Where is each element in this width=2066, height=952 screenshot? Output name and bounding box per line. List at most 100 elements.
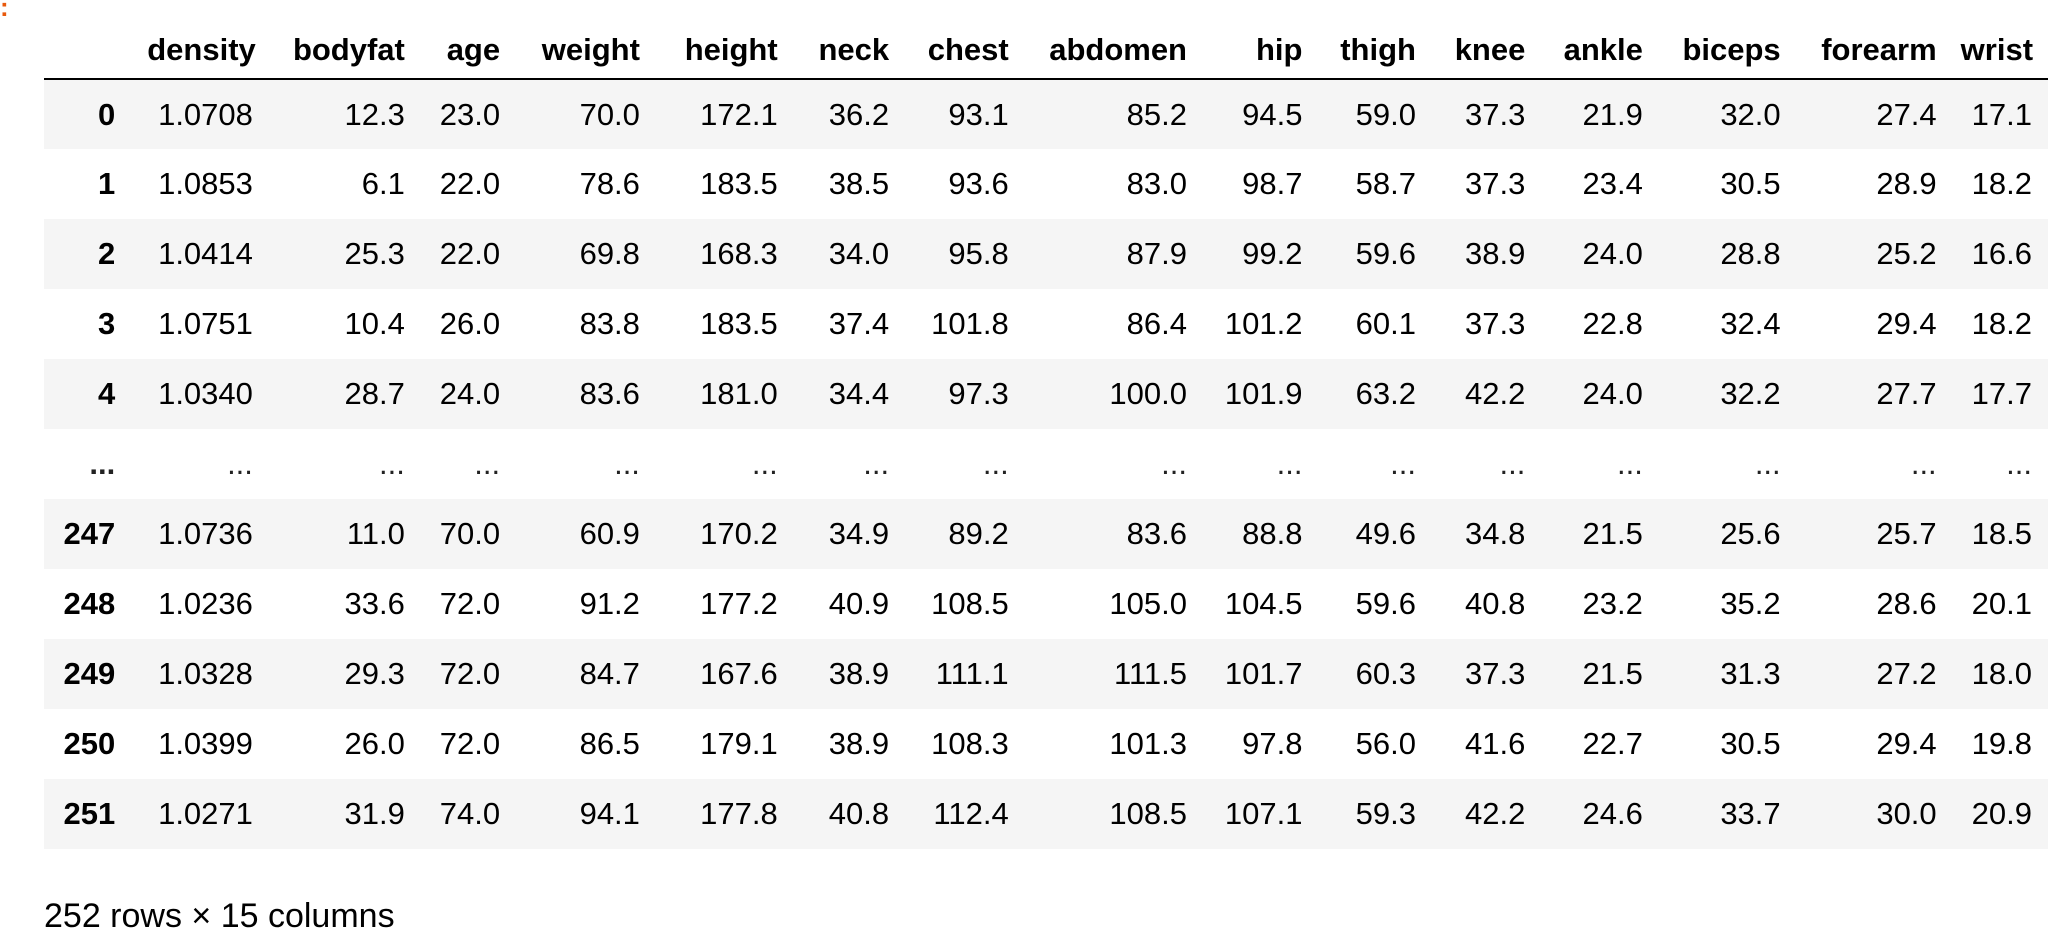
cell-height: 183.5 [700,166,778,201]
cell-ankle: 22.7 [1582,726,1643,761]
cell-thigh: 63.2 [1355,376,1416,411]
cell-bodyfat: 28.7 [344,376,405,411]
cell-abdomen: ... [1161,446,1187,481]
cell-bodyfat: 31.9 [344,796,405,831]
table-row: 3 1.0751 10.4 26.0 83.8 183.5 37.4 101.8 86.4 101… [44,289,2048,359]
cell-neck: ... [863,446,890,481]
cell-chest: 101.8 [931,306,1009,341]
cell-thigh: 59.0 [1355,96,1416,132]
cell-biceps: 30.5 [1720,166,1781,201]
column-header-biceps: biceps [1658,22,1797,80]
column-header-wrist: wrist [1952,22,2048,80]
cell-biceps: 30.5 [1720,726,1781,761]
cell-ankle: 22.8 [1582,306,1643,341]
column-header-abdomen: abdomen [1024,22,1203,80]
cell-ankle: 21.5 [1582,516,1643,551]
row-index: 247 [63,516,116,551]
cell-ankle: 24.0 [1582,236,1643,271]
cell-biceps: 32.0 [1720,96,1781,132]
cell-ankle: 21.5 [1582,656,1643,691]
cell-abdomen: 101.3 [1109,726,1187,761]
cell-knee: 37.3 [1465,306,1526,341]
cell-abdomen: 108.5 [1109,796,1187,831]
cell-ankle: ... [1617,446,1643,481]
cell-chest: 108.5 [931,586,1009,621]
cell-wrist: 18.2 [1971,166,2032,201]
cell-height: 183.5 [700,306,778,341]
cell-ankle: 24.0 [1582,376,1643,411]
cell-weight: 83.8 [579,306,640,341]
cell-knee: 37.3 [1465,656,1526,691]
cell-bodyfat: 25.3 [344,236,405,271]
cell-neck: 40.9 [828,586,890,621]
cell-abdomen: 100.0 [1109,376,1187,411]
cell-abdomen: 83.6 [1126,516,1187,551]
cell-density: 1.0236 [158,586,253,621]
cell-weight: 91.2 [579,586,640,621]
cell-height: 177.8 [700,796,778,831]
cell-age: 22.0 [439,166,501,201]
cell-height: 168.3 [700,236,778,271]
cell-weight: 78.6 [579,166,640,201]
cell-knee: ... [1499,446,1526,481]
table-header: density bodyfat age weight height neck chest ab… [44,22,2048,80]
cell-age: 22.0 [439,236,501,271]
cell-age: 72.0 [439,586,501,621]
cell-wrist: 17.7 [1971,376,2032,411]
cell-weight: 83.6 [579,376,640,411]
cell-age: 72.0 [439,726,501,761]
cell-height: 167.6 [700,656,778,691]
cell-bodyfat: 26.0 [344,726,405,761]
cell-biceps: 35.2 [1720,586,1781,621]
cell-bodyfat: 11.0 [346,516,405,551]
cell-bodyfat: ... [379,446,405,481]
cell-thigh: ... [1390,446,1416,481]
cell-forearm: 27.7 [1876,376,1937,411]
cell-forearm: 27.4 [1876,96,1937,132]
table-row: 4 1.0340 28.7 24.0 83.6 181.0 34.4 97.3 100.0 101… [44,359,2048,429]
cell-hip: 98.7 [1242,166,1303,201]
cell-biceps: 32.4 [1720,306,1781,341]
cell-hip: 101.2 [1224,306,1303,341]
cell-height: 179.1 [700,726,778,761]
cell-weight: 84.7 [579,656,640,691]
cell-weight: 86.5 [579,726,640,761]
cell-ankle: 24.6 [1582,796,1643,831]
row-index: 251 [63,796,116,831]
cell-weight: ... [614,446,640,481]
cell-wrist: 18.0 [1971,656,2032,691]
cell-thigh: 59.3 [1355,796,1416,831]
cell-neck: 36.2 [828,96,890,132]
cell-knee: 37.3 [1465,96,1526,132]
table-row: 251 1.0271 31.9 74.0 94.1 177.8 40.8 112.4 108.5… [44,779,2048,849]
cell-neck: 34.9 [828,516,890,551]
cell-abdomen: 111.5 [1114,656,1187,691]
cell-forearm: 30.0 [1876,796,1937,831]
cell-chest: 97.3 [948,376,1009,411]
cell-ankle: 21.9 [1582,96,1643,132]
table-row: 2 1.0414 25.3 22.0 69.8 168.3 34.0 95.8 87.9 99.2… [44,219,2048,289]
cell-neck: 40.8 [828,796,890,831]
cell-knee: 38.9 [1465,236,1526,271]
cell-wrist: 20.1 [1971,586,2032,621]
cell-age: ... [474,446,501,481]
cell-ankle: 23.4 [1582,166,1643,201]
column-header-density: density [139,22,269,80]
cell-knee: 42.2 [1465,796,1526,831]
cell-density: 1.0399 [158,726,253,761]
cell-height: ... [751,446,778,481]
cell-knee: 42.2 [1465,376,1526,411]
cell-chest: 89.2 [948,516,1009,551]
column-header-bodyfat: bodyfat [268,22,421,80]
cell-abdomen: 86.4 [1126,306,1187,341]
cell-hip: 101.9 [1224,376,1303,411]
cell-biceps: 32.2 [1720,376,1781,411]
column-header-neck: neck [793,22,906,80]
cell-density: 1.0271 [158,796,253,831]
cell-bodyfat: 29.3 [344,656,405,691]
row-index: 1 [97,166,116,201]
column-header-height: height [655,22,794,80]
cell-density: ... [227,446,253,481]
cell-density: 1.0853 [158,166,253,201]
cell-forearm: 29.4 [1876,306,1937,341]
